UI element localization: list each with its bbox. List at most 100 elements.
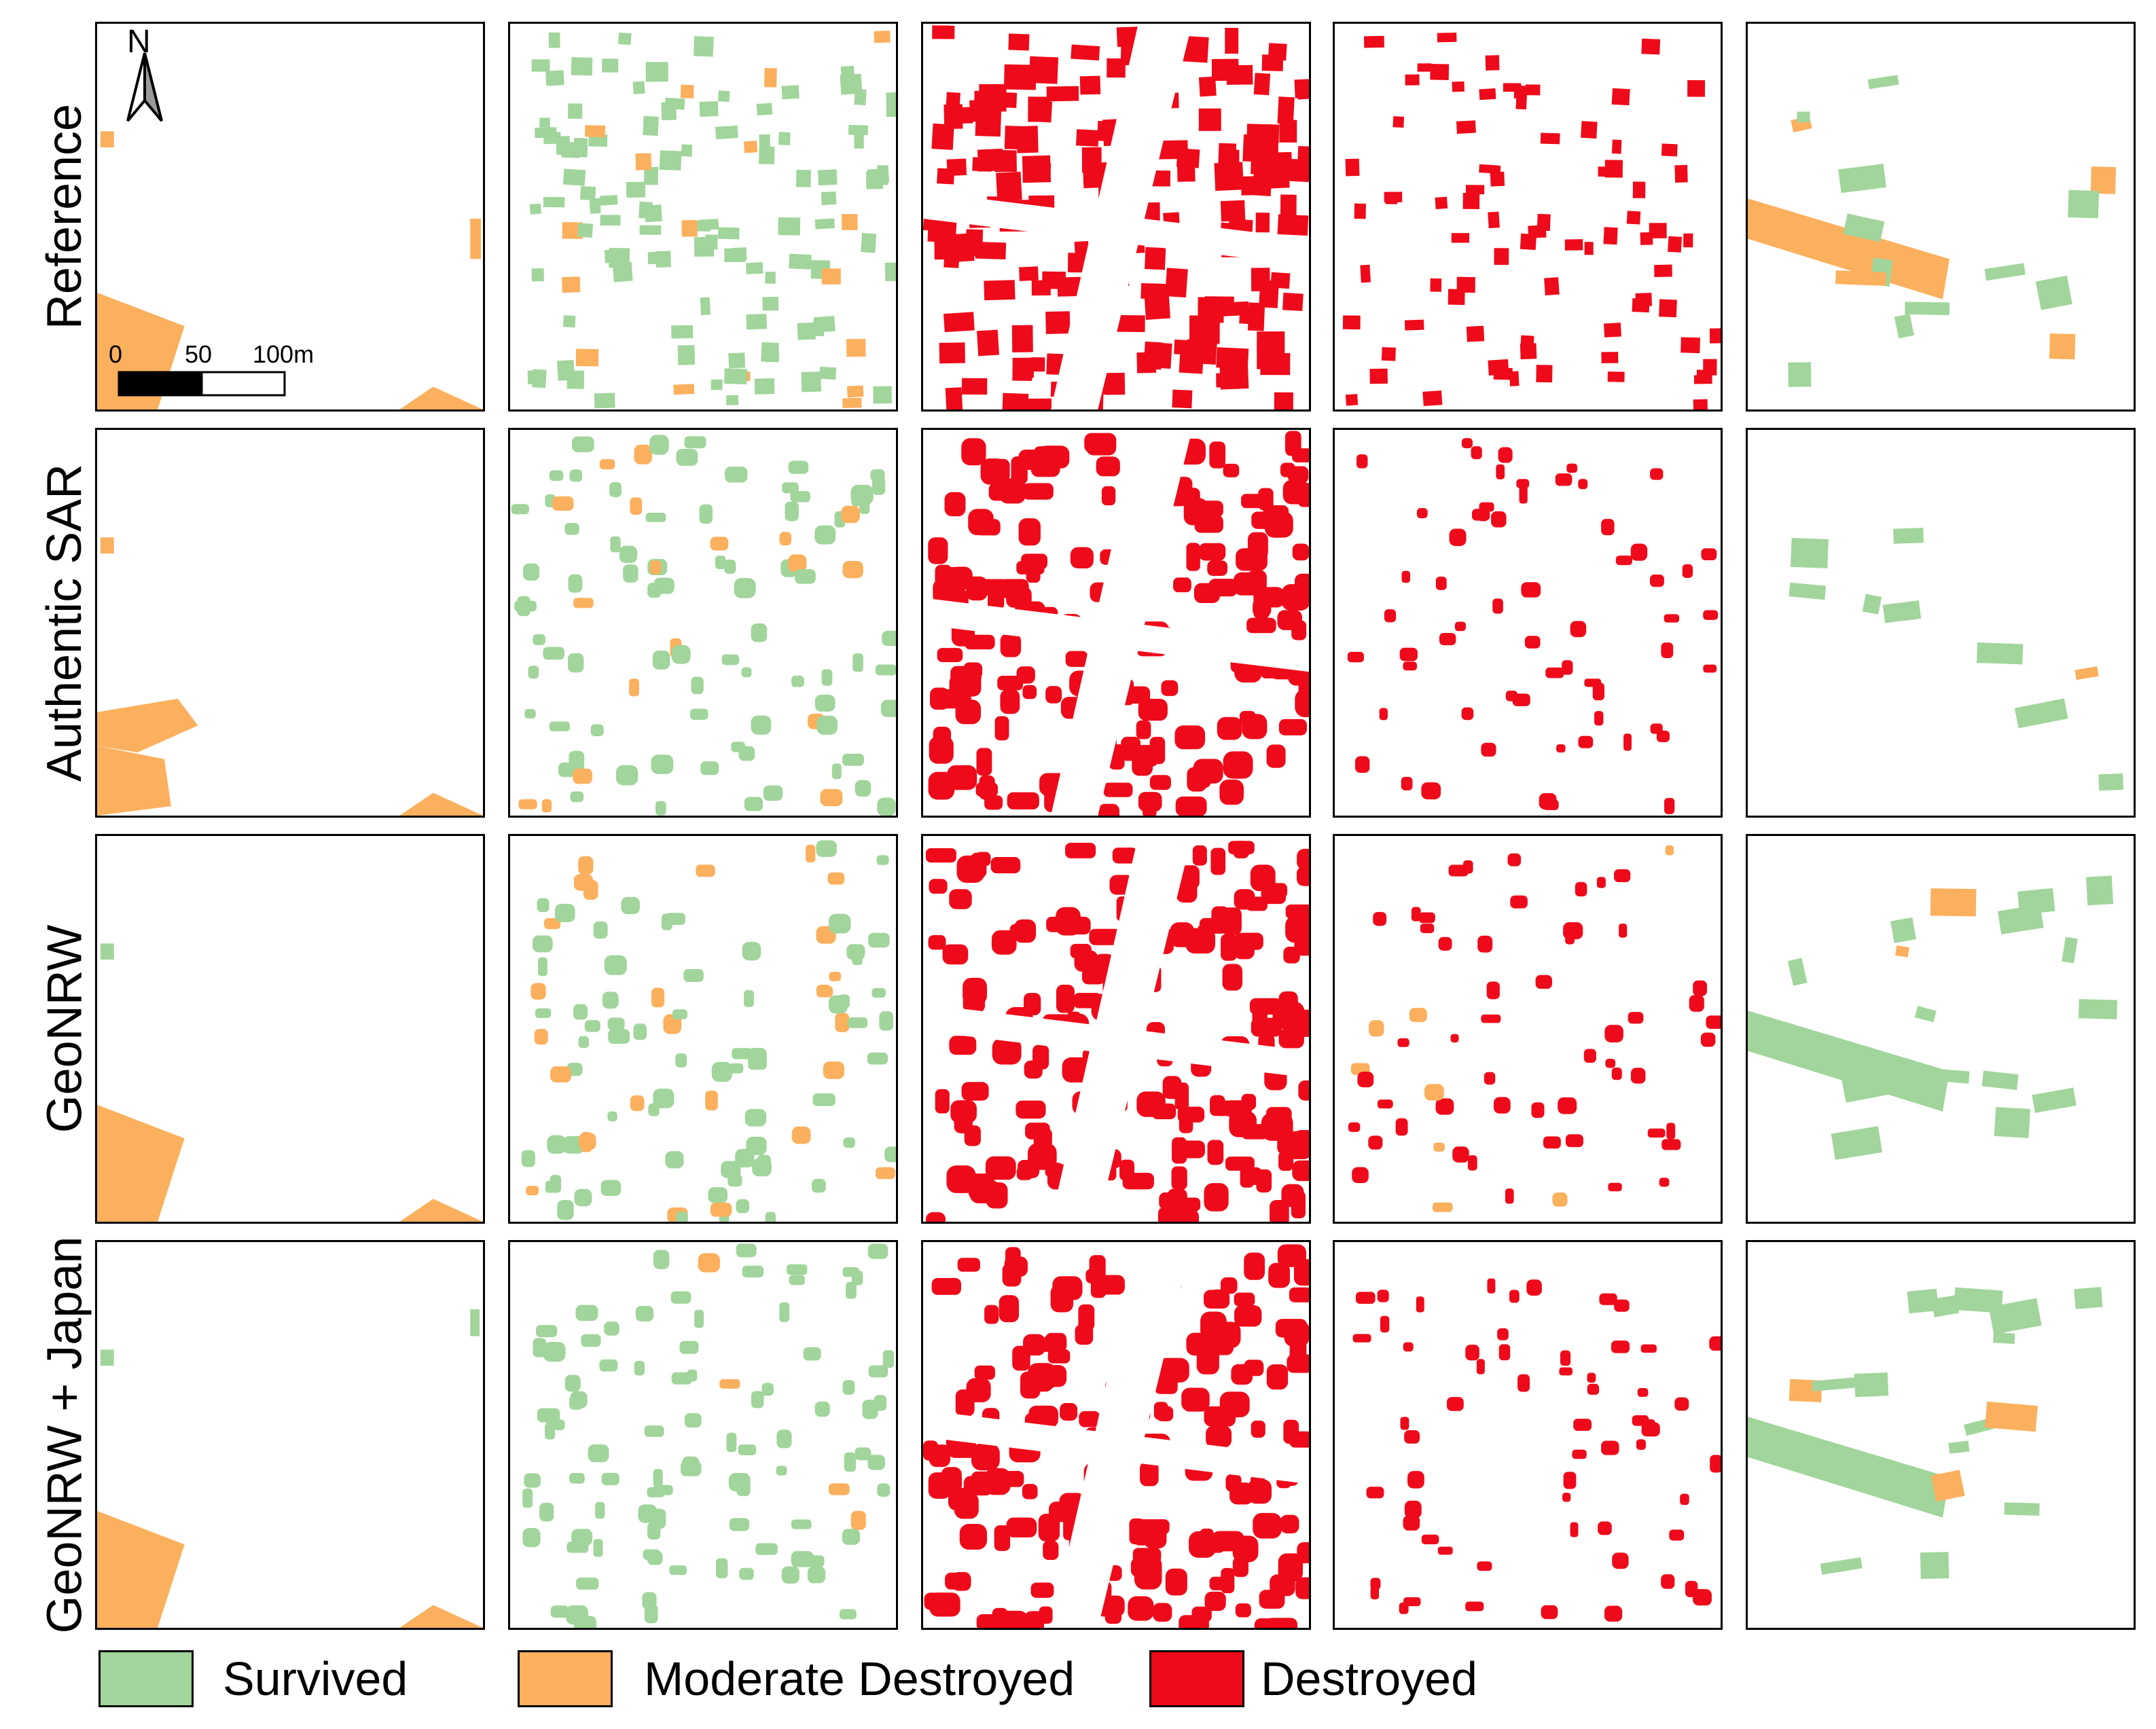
building-footprint bbox=[585, 125, 606, 138]
building-footprint bbox=[765, 272, 776, 284]
building-footprint bbox=[399, 1605, 483, 1628]
building-footprint bbox=[1278, 718, 1307, 735]
building-footprint bbox=[821, 191, 837, 206]
building-footprint bbox=[1840, 1066, 1892, 1103]
building-footprint bbox=[1345, 394, 1359, 406]
building-footprint bbox=[1172, 1137, 1187, 1164]
building-footprint bbox=[1050, 1284, 1074, 1313]
building-footprint bbox=[992, 1607, 1008, 1628]
building-footprint bbox=[1030, 357, 1045, 372]
building-footprint bbox=[691, 676, 704, 695]
building-footprint bbox=[1399, 647, 1418, 661]
building-footprint bbox=[1289, 1431, 1309, 1448]
building-footprint bbox=[549, 470, 564, 481]
building-footprint bbox=[100, 131, 114, 148]
building-footprint bbox=[1599, 1293, 1617, 1305]
building-footprint bbox=[1492, 598, 1503, 614]
building-footprint bbox=[1234, 932, 1255, 960]
building-footprint bbox=[1019, 266, 1039, 281]
building-footprint bbox=[1401, 570, 1410, 583]
building-footprint bbox=[842, 1529, 861, 1545]
building-footprint bbox=[1065, 842, 1096, 858]
building-footprint bbox=[946, 92, 960, 109]
building-footprint bbox=[2062, 936, 2078, 964]
building-footprint bbox=[1070, 547, 1094, 569]
building-footprint bbox=[1101, 486, 1116, 506]
building-footprint bbox=[1867, 75, 1899, 90]
building-footprint bbox=[1298, 680, 1309, 708]
building-footprint bbox=[2004, 1502, 2040, 1516]
building-footprint bbox=[564, 522, 579, 535]
building-footprint bbox=[842, 214, 858, 230]
building-footprint bbox=[831, 763, 842, 780]
building-footprint bbox=[823, 1061, 844, 1079]
building-footprint bbox=[1465, 185, 1485, 195]
building-footprint bbox=[647, 1522, 661, 1540]
building-footprint bbox=[879, 1011, 894, 1031]
building-footprint bbox=[1186, 1332, 1216, 1356]
building-footprint bbox=[1136, 1091, 1166, 1117]
building-footprint bbox=[1266, 744, 1286, 768]
building-footprint bbox=[1601, 519, 1615, 536]
building-footprint bbox=[1016, 666, 1035, 684]
building-footprint bbox=[1449, 528, 1467, 547]
building-footprint bbox=[1907, 1288, 1939, 1314]
building-footprint bbox=[1835, 270, 1887, 287]
building-footprint bbox=[604, 1322, 619, 1336]
building-footprint bbox=[941, 689, 963, 708]
building-footprint bbox=[649, 560, 662, 575]
building-footprint bbox=[1103, 782, 1133, 797]
building-footprint bbox=[524, 1473, 541, 1488]
building-footprint bbox=[976, 519, 1001, 536]
building-footprint bbox=[1002, 393, 1029, 410]
building-footprint bbox=[575, 348, 599, 367]
building-footprint bbox=[1046, 916, 1073, 932]
building-footprint bbox=[1198, 108, 1221, 131]
building-footprint bbox=[1404, 1500, 1422, 1518]
building-footprint bbox=[1882, 600, 1922, 623]
building-footprint bbox=[700, 761, 719, 776]
building-footprint bbox=[991, 930, 1017, 955]
building-footprint bbox=[994, 716, 1009, 741]
building-footprint bbox=[788, 460, 809, 474]
building-footprint bbox=[1028, 1405, 1058, 1428]
building-footprint bbox=[1456, 120, 1476, 134]
building-footprint bbox=[97, 746, 171, 816]
building-footprint bbox=[1451, 233, 1470, 243]
building-footprint bbox=[655, 801, 666, 816]
building-footprint bbox=[671, 1372, 692, 1385]
building-footprint bbox=[677, 345, 696, 365]
building-footprint bbox=[1016, 1166, 1033, 1180]
building-footprint bbox=[1494, 248, 1509, 266]
building-footprint bbox=[1244, 1252, 1265, 1280]
building-footprint bbox=[946, 1165, 976, 1193]
building-footprint bbox=[1012, 357, 1035, 378]
building-footprint bbox=[739, 1567, 754, 1580]
building-footprint bbox=[1491, 511, 1507, 528]
building-footprint bbox=[529, 203, 541, 215]
building-footprint bbox=[571, 57, 593, 76]
building-footprint bbox=[1416, 1296, 1424, 1313]
building-footprint bbox=[1132, 748, 1153, 776]
building-footprint bbox=[814, 694, 836, 712]
building-footprint bbox=[811, 1179, 826, 1193]
building-footprint bbox=[1498, 447, 1513, 463]
building-footprint bbox=[543, 1341, 566, 1362]
building-footprint bbox=[537, 957, 547, 977]
building-footprint bbox=[1543, 1136, 1561, 1149]
building-footprint bbox=[1476, 1359, 1485, 1375]
building-footprint bbox=[568, 103, 583, 119]
building-footprint bbox=[543, 647, 564, 660]
building-footprint bbox=[841, 505, 860, 524]
building-footprint bbox=[1225, 1157, 1255, 1171]
building-footprint bbox=[1232, 1535, 1259, 1563]
building-footprint bbox=[643, 166, 659, 185]
building-footprint bbox=[1572, 1449, 1587, 1459]
building-footprint bbox=[932, 25, 955, 39]
building-footprint bbox=[1649, 223, 1667, 238]
building-footprint bbox=[1006, 1517, 1037, 1537]
building-footprint bbox=[1285, 904, 1309, 920]
building-footprint bbox=[550, 1066, 571, 1082]
building-footprint bbox=[593, 921, 608, 939]
building-footprint bbox=[1407, 1471, 1424, 1489]
